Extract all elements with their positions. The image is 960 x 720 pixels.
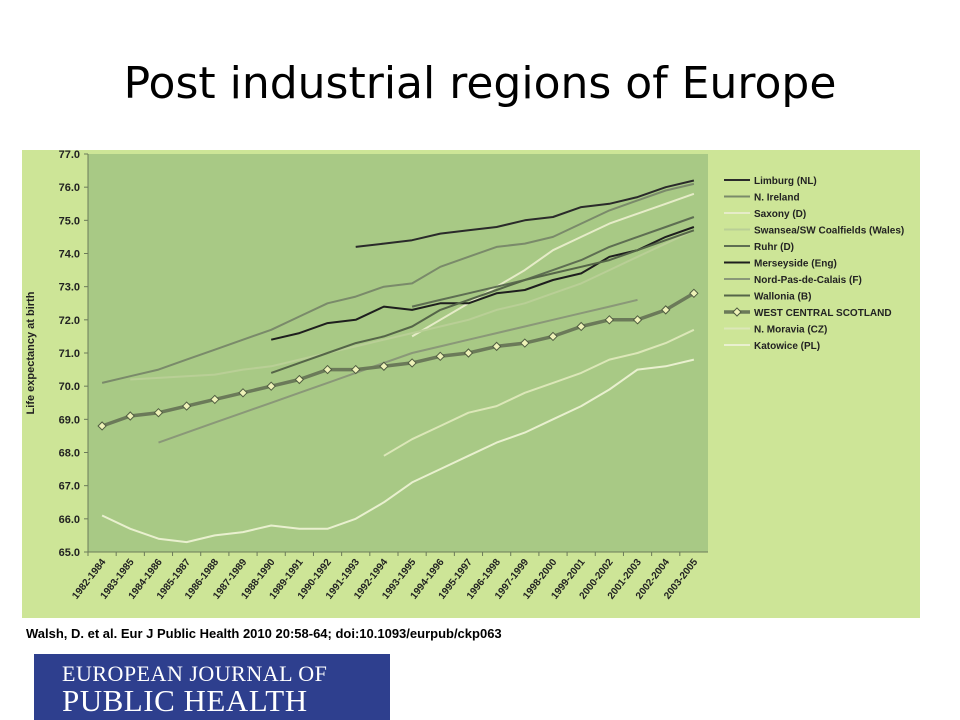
series-line [101,182,695,384]
line-chart: 65.0 66.0 67.0 68.0 69.0 70.0 71.0 72.0 73.0 74.0… [22,150,920,618]
data-point-marker [661,305,671,315]
series-line [270,226,695,341]
data-point-marker [97,421,107,431]
y-tick-label: 73.0 [59,282,80,294]
y-tick-label: 75.0 [59,215,80,227]
y-tick-label: 69.0 [59,414,80,426]
data-point-marker [379,361,389,371]
y-tick-label: 71.0 [59,348,80,360]
data-point-marker [266,381,276,391]
legend-label: Merseyside (Eng) [754,259,837,270]
legend-label: N. Ireland [754,193,800,204]
y-tick-label: 65.0 [59,547,80,559]
data-point-marker [322,364,333,375]
y-tick-label: 67.0 [59,481,80,493]
journal-logo-line1: EUROPEAN JOURNAL OF [62,661,328,686]
legend-label: Nord-Pas-de-Calais (F) [754,275,862,286]
series-line [383,328,695,457]
data-point-marker [520,338,530,348]
legend-label: N. Moravia (CZ) [754,325,827,336]
legend-label: Ruhr (D) [754,242,794,253]
legend-label: Saxony (D) [754,209,806,220]
series-line [158,298,638,444]
data-point-marker [407,358,417,368]
citation: Walsh, D. et al. Eur J Public Health 201… [26,626,502,641]
y-axis-label: Life expectancy at birth [25,291,37,414]
series-line [411,192,695,338]
data-point-marker [689,288,699,299]
data-point-marker [548,331,558,342]
data-point-marker [210,394,220,405]
data-point-marker [238,388,248,398]
series-line [355,179,695,248]
y-tick-label: 66.0 [59,514,80,526]
data-point-marker [463,348,474,358]
y-tick-label: 74.0 [59,249,80,261]
y-tick-label: 76.0 [59,182,80,194]
data-point-marker [294,374,305,385]
plot-area [88,154,708,552]
data-point-marker [153,407,164,418]
legend-label: Katowice (PL) [754,341,820,352]
slide-title: Post industrial regions of Europe [123,58,837,109]
legend-label: Wallonia (B) [754,292,811,303]
data-point-marker [351,364,361,375]
series-line [130,229,695,381]
data-point-marker [632,315,643,325]
journal-logo-line2: PUBLIC HEALTH [62,683,308,718]
journal-logo: EUROPEAN JOURNAL OF PUBLIC HEALTH [34,654,390,720]
series-line [101,291,695,428]
series-line [101,358,695,544]
legend-label: Swansea/SW Coalfields (Wales) [754,226,904,237]
chart-svg: 65.0 66.0 67.0 68.0 69.0 70.0 71.0 72.0 73.0 74.0… [22,150,920,618]
legend-marker [732,307,742,317]
y-tick-label: 77.0 [59,150,80,161]
data-point-marker [491,341,502,352]
legend-label: Limburg (NL) [754,176,817,187]
series-line [411,216,695,308]
legend-label: WEST CENTRAL SCOTLAND [754,308,892,319]
y-tick-label: 68.0 [59,448,80,460]
data-point-marker [576,321,586,332]
y-tick-label: 70.0 [59,381,80,393]
data-point-marker [125,411,135,421]
y-tick-label: 72.0 [59,315,80,327]
data-point-marker [181,401,192,411]
series-line [270,229,695,374]
data-point-marker [604,315,615,325]
data-point-marker [435,351,445,362]
